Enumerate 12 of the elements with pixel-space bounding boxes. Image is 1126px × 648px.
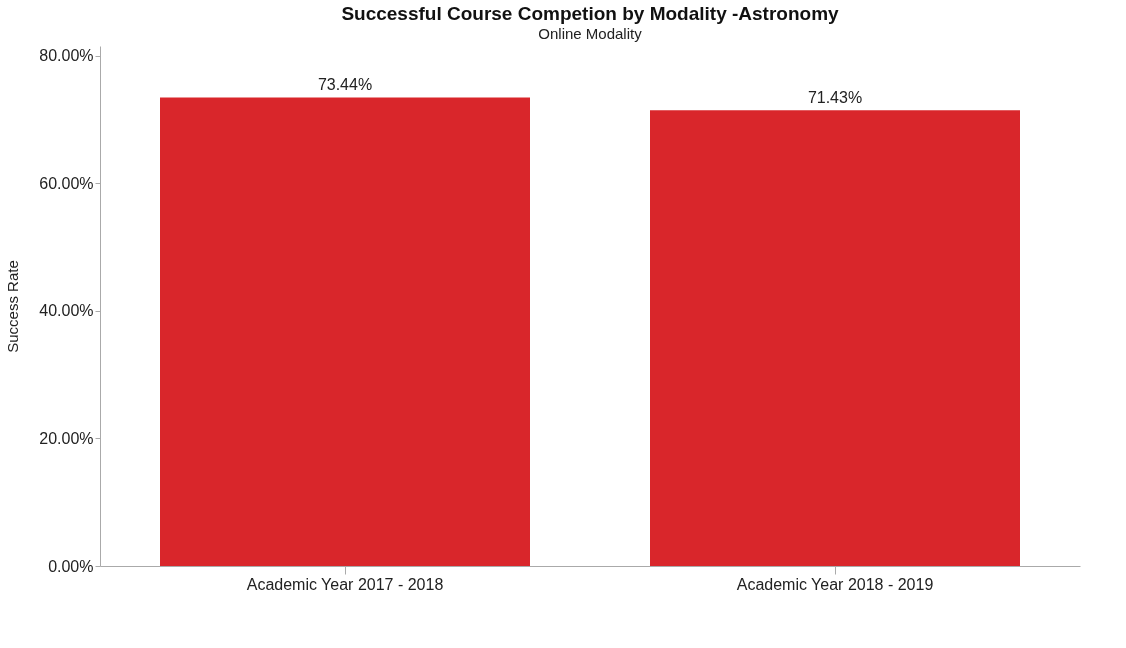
y-tick-label: 80.00% <box>39 47 94 65</box>
y-tick-label: 20.00% <box>39 429 94 447</box>
y-tick-label: 0.00% <box>48 557 94 575</box>
y-tick-label: 60.00% <box>39 174 94 192</box>
x-tick-label: Academic Year 2018 - 2019 <box>736 575 934 593</box>
data-label: 71.43% <box>807 89 863 107</box>
y-axis-title: Success Rate <box>4 260 22 353</box>
chart-title: Successful Course Competion by Modality -Astronomy <box>341 3 840 24</box>
chart-subtitle: Online Modality <box>538 25 643 42</box>
y-tick-label: 40.00% <box>39 302 94 320</box>
data-label: 73.44% <box>317 76 373 94</box>
x-tick-label: Academic Year 2017 - 2018 <box>246 575 444 593</box>
